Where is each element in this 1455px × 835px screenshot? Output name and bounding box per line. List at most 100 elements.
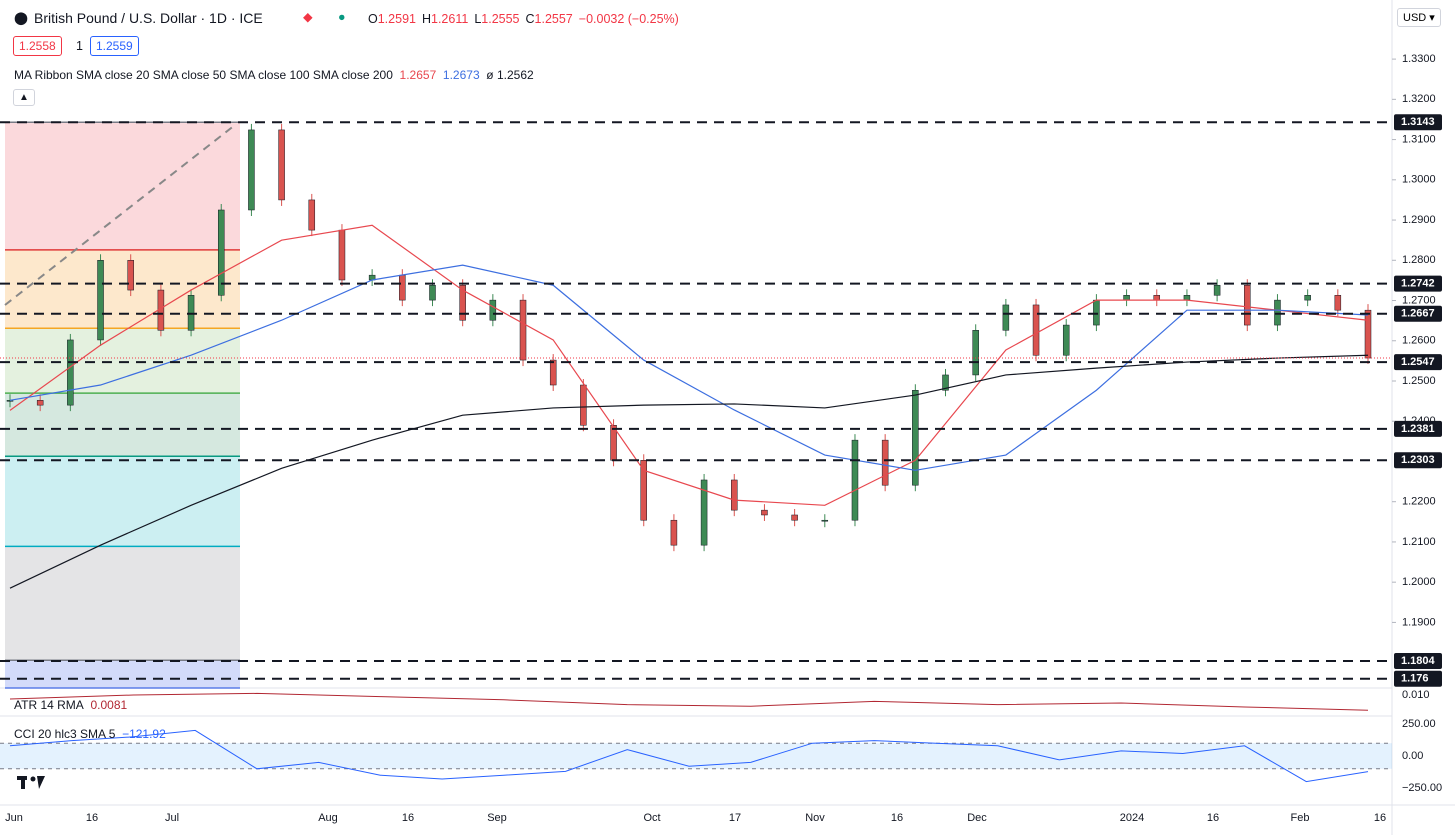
ask[interactable]: 1.2559 — [90, 36, 139, 56]
moving-average — [9, 354, 1369, 589]
candle-body — [549, 359, 557, 386]
fib-band — [5, 122, 240, 250]
candle-body — [912, 389, 919, 486]
symbol-title[interactable]: British Pound / U.S. Dollar · 1D · ICE — [34, 10, 263, 26]
ohlc: O1.2591 H1.2611 L1.2555 C1.2557 −0.0032 (−0.… — [368, 12, 679, 26]
x-tick-label: Aug — [318, 812, 338, 824]
y-tick-label: 1.2000 — [1402, 576, 1436, 588]
candle-body — [308, 199, 316, 231]
atr-label: ATR 14 RMA — [14, 698, 84, 712]
y-tick-label: 1.2800 — [1402, 254, 1436, 266]
level-label: 1.2667 — [1401, 308, 1435, 320]
y-tick-label: 1.2600 — [1402, 335, 1436, 347]
y-tick-label: 1.3300 — [1402, 53, 1436, 65]
moving-average — [9, 224, 1369, 506]
candle-body — [489, 299, 497, 321]
fib-bands — [5, 121, 240, 689]
candle-body — [248, 129, 255, 211]
cci-label: CCI 20 hlc3 SMA 5 — [14, 727, 116, 741]
status-dot: ● — [338, 10, 346, 24]
candle-body — [670, 519, 678, 546]
candle-body — [127, 260, 134, 291]
y-tick-label: 0.00 — [1402, 750, 1423, 762]
cci-value: −121.92 — [122, 727, 166, 741]
candle-body — [761, 509, 768, 516]
cci-line — [9, 729, 1369, 783]
candle-body — [640, 460, 647, 521]
candle-body — [36, 400, 44, 406]
candle-body — [1062, 324, 1070, 356]
ma-value: 1.2657 — [399, 68, 437, 82]
y-tick-label: 1.1900 — [1402, 616, 1436, 628]
currency-label: USD — [1403, 12, 1427, 24]
level-label-bg — [1394, 420, 1442, 437]
ohlc-value: 1.2557 — [534, 12, 573, 26]
candle-body — [1123, 295, 1130, 301]
x-tick-label: Sep — [487, 812, 507, 824]
y-tick-label: 1.3100 — [1402, 133, 1436, 145]
y-tick-label: 0.010 — [1402, 689, 1430, 701]
ohlc-value: 1.2591 — [377, 12, 416, 26]
level-label-bg — [1394, 452, 1442, 469]
candle-body — [1334, 295, 1342, 311]
cci-legend: CCI 20 hlc3 SMA 5 −121.92 — [14, 727, 166, 741]
level-label: 1.1804 — [1401, 655, 1436, 667]
atr-value: 0.0081 — [90, 698, 128, 712]
ma-legend: MA Ribbon SMA close 20 SMA close 50 SMA … — [14, 68, 534, 82]
x-tick-label: 16 — [402, 812, 414, 824]
y-tick-label: 1.3200 — [1402, 93, 1436, 105]
candle-body — [1213, 284, 1221, 296]
atr-line — [9, 692, 1369, 711]
currency[interactable]: USD ▾ — [1397, 8, 1441, 27]
candle-body — [1364, 309, 1372, 359]
x-tick-label: 16 — [1374, 812, 1386, 824]
x-tick-label: Dec — [967, 812, 987, 824]
level-label: 1.2303 — [1401, 454, 1435, 466]
ohlc-value: 1.2611 — [431, 12, 469, 26]
moving-average — [9, 264, 1369, 471]
candle-body — [731, 479, 738, 511]
candle-body — [519, 299, 527, 361]
level-label-bg — [1394, 670, 1442, 687]
candle-body — [1183, 295, 1191, 301]
level-label: 1.2381 — [1401, 423, 1435, 435]
fib-band — [5, 660, 240, 688]
ohlc-key: L — [474, 12, 482, 26]
candle-body — [429, 284, 436, 301]
x-tick-label: Feb — [1291, 812, 1310, 824]
level-label-bg — [1394, 114, 1442, 131]
ma-label: MA Ribbon SMA close 20 SMA close 50 SMA … — [14, 68, 393, 82]
candle-body — [942, 374, 949, 391]
bid[interactable]: 1.2558 — [13, 36, 62, 56]
ma-symbol: ø — [486, 68, 494, 82]
candle-body — [97, 260, 104, 341]
candle-body — [1274, 299, 1281, 326]
candle-body — [821, 519, 829, 522]
tv-logo — [17, 776, 45, 789]
y-tick-label: 1.3000 — [1402, 174, 1436, 186]
ma-value: 1.2562 — [496, 68, 534, 82]
collapse-button[interactable]: ▲ — [13, 89, 35, 106]
x-tick-label: 16 — [1207, 812, 1219, 824]
fib-band — [5, 249, 240, 329]
ohlc-key: H — [421, 12, 431, 26]
x-tick-label: Jul — [165, 812, 179, 824]
x-tick-label: 2024 — [1120, 812, 1144, 824]
level-label-bg — [1394, 354, 1442, 371]
candle-body — [1153, 295, 1161, 301]
ohlc-value: 1.2555 — [481, 12, 520, 26]
fib-band — [5, 546, 240, 661]
x-tick-label: 16 — [891, 812, 903, 824]
candle-body — [187, 295, 195, 331]
y-tick-label: 250.00 — [1402, 718, 1436, 730]
change: −0.0032 (−0.25%) — [578, 12, 679, 26]
candle-body — [1093, 299, 1100, 326]
x-tick-label: Jun — [5, 812, 23, 824]
flag-icon[interactable]: ◆ — [303, 10, 313, 24]
y-tick-label: 1.2700 — [1402, 294, 1436, 306]
candle-body — [217, 209, 225, 296]
y-tick-label: 1.2900 — [1402, 214, 1436, 226]
candle-body — [1244, 284, 1251, 326]
